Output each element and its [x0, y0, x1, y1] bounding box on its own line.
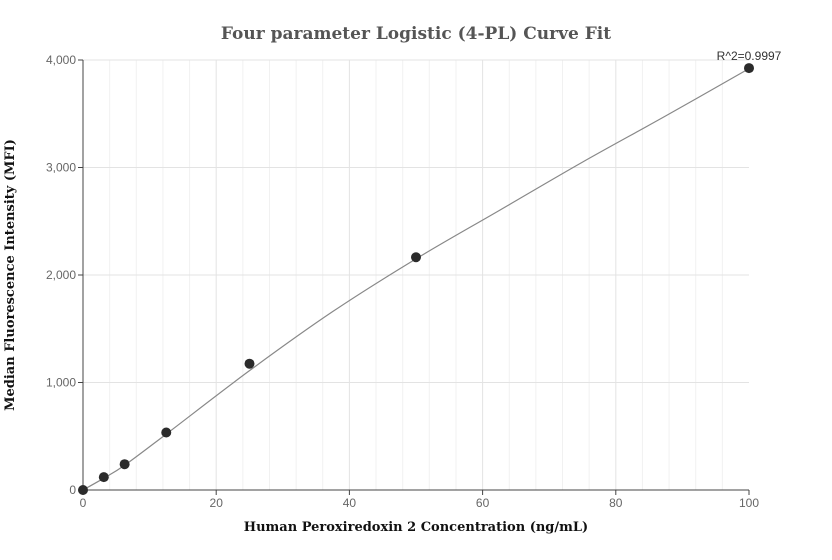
- x-tick-label: 0: [80, 496, 87, 510]
- data-points: [78, 63, 754, 495]
- x-tick-labels: 0 20 40 60 80 100: [80, 496, 760, 510]
- chart-title: Four parameter Logistic (4-PL) Curve Fit: [221, 24, 611, 44]
- data-point: [411, 252, 421, 263]
- x-tick-label: 80: [609, 496, 623, 510]
- y-tick-label: 1,000: [46, 376, 76, 390]
- data-point: [244, 358, 255, 369]
- grid: [83, 59, 749, 490]
- y-tick-label: 2,000: [46, 268, 76, 282]
- x-axis-label: Human Peroxiredoxin 2 Concentration (ng/…: [244, 520, 588, 535]
- x-tick-label: 60: [476, 496, 490, 510]
- x-tick-label: 100: [739, 496, 759, 510]
- fit-curve: [82, 68, 750, 491]
- r-squared-annotation: R^2=0.9997: [717, 49, 782, 63]
- y-tick-labels: 0 1,000 2,000 3,000 4,000: [46, 53, 76, 497]
- data-point: [119, 459, 130, 470]
- data-point: [78, 485, 88, 495]
- fit-curve-layer: [82, 68, 750, 491]
- x-tick-label: 40: [343, 496, 357, 510]
- x-tick-label: 20: [210, 496, 224, 510]
- y-tick-label: 4,000: [46, 53, 76, 67]
- y-tick-label: 3,000: [46, 161, 76, 175]
- y-axis-label: Median Fluorescence Intensity (MFI): [3, 139, 18, 411]
- data-point: [98, 472, 109, 483]
- y-tick-label: 0: [69, 483, 76, 497]
- data-point: [744, 63, 754, 74]
- data-point: [161, 427, 172, 438]
